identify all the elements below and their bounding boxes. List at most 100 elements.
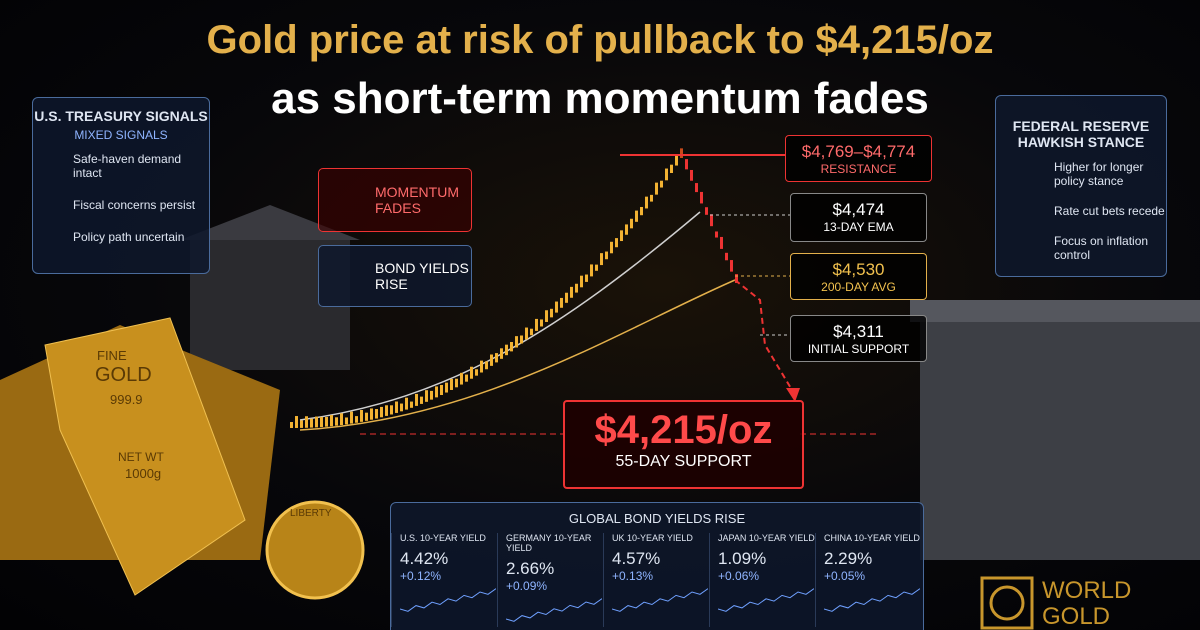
candle: [575, 283, 578, 293]
bond-panel: GLOBAL BOND YIELDS RISE U.S. 10-YEAR YIE…: [390, 502, 924, 630]
candle: [300, 420, 303, 428]
sparkline-path: [505, 598, 603, 622]
treasury-panel: U.S. TREASURY SIGNALS MIXED SIGNALS Safe…: [32, 97, 210, 274]
yield-cell: CHINA 10-YEAR YIELD 2.29% +0.05%: [815, 533, 928, 627]
candle: [675, 154, 678, 166]
candle: [310, 418, 313, 428]
candle: [460, 372, 463, 385]
target-box: $4,215/oz 55-DAY SUPPORT: [563, 400, 804, 489]
yield-cell: UK 10-YEAR YIELD 4.57% +0.13%: [603, 533, 716, 627]
level-price: $4,769–$4,774: [801, 142, 916, 161]
yield-value: 1.09%: [718, 549, 767, 568]
yield-name: GERMANY 10-YEAR YIELD: [506, 533, 592, 553]
yield-value: 2.29%: [824, 549, 873, 568]
candle: [630, 218, 633, 229]
ema-line: [299, 211, 701, 421]
panel-title: FEDERAL RESERVE: [1012, 118, 1150, 134]
target-price: $4,215/oz: [594, 408, 773, 452]
logo-word: GOLD: [1042, 603, 1111, 630]
gold-bar: [44, 317, 246, 596]
fed-roof: [910, 300, 1200, 322]
level-label: 13-DAY EMA: [823, 220, 894, 234]
candle: [450, 378, 453, 390]
candle: [510, 341, 513, 352]
candle: [665, 168, 668, 181]
level-label: 200-DAY AVG: [821, 280, 896, 294]
yield-cell: JAPAN 10-YEAR YIELD 1.09% +0.06%: [709, 533, 822, 627]
candle: [335, 417, 338, 426]
candle: [365, 412, 368, 421]
panel-subtitle: MIXED SIGNALS: [74, 128, 168, 142]
candle: [425, 390, 428, 402]
level-label: RESISTANCE: [820, 162, 897, 176]
candle: [735, 274, 738, 283]
candle: [580, 275, 583, 288]
level-label: INITIAL SUPPORT: [807, 342, 910, 356]
candle: [505, 344, 508, 356]
coin: [265, 500, 365, 600]
candle: [395, 401, 398, 413]
signal: Policy path uncertain: [73, 230, 185, 244]
candle: [465, 374, 468, 382]
candle: [305, 416, 308, 428]
candle: [720, 236, 723, 249]
candle: [440, 384, 443, 396]
candle: [390, 405, 393, 415]
candle: [485, 361, 488, 370]
background-art: [0, 205, 1200, 630]
candle: [730, 260, 733, 272]
bar-text: 999.9: [110, 392, 143, 407]
level-price: $4,530: [832, 260, 885, 279]
candle: [535, 318, 538, 331]
candle: [420, 396, 423, 404]
candle: [350, 411, 353, 424]
candle: [435, 386, 438, 398]
pediment: [180, 205, 360, 240]
candle: [555, 301, 558, 313]
yield-change: +0.09%: [506, 579, 548, 593]
sparkline-path: [399, 588, 497, 612]
sparkline: [823, 588, 921, 612]
coin-text: LIBERTY: [290, 508, 332, 519]
candle: [405, 397, 408, 410]
candle: [570, 286, 573, 298]
yield-name: U.S. 10-YEAR YIELD: [400, 533, 486, 543]
candle: [585, 274, 588, 282]
candle: [590, 264, 593, 277]
yield-cell: GERMANY 10-YEAR YIELD 2.66% +0.09%: [497, 533, 610, 627]
candle: [385, 405, 388, 416]
sparkline-path: [611, 588, 709, 612]
yield-value: 4.57%: [612, 549, 661, 568]
fed-panel: FEDERAL RESERVE HAWKISH STANCE Higher fo…: [995, 95, 1167, 277]
sparkline: [717, 588, 815, 612]
yields-badge: BOND YIELDS RISE: [318, 245, 472, 307]
level-box: $4,769–$4,774 RESISTANCE: [785, 135, 932, 182]
candle: [620, 230, 623, 242]
logo-text: WORLD GOLD: [1042, 578, 1131, 630]
candle: [500, 348, 503, 359]
candle: [330, 415, 333, 427]
candle: [400, 403, 403, 412]
yield-change: +0.05%: [824, 569, 866, 583]
candle: [700, 191, 703, 204]
candle: [515, 336, 518, 348]
sparkline: [399, 588, 497, 612]
candle: [410, 401, 413, 408]
candle: [325, 416, 328, 427]
candle: [295, 416, 298, 428]
candle: [650, 194, 653, 202]
candle: [360, 409, 363, 422]
level-price: $4,311: [833, 322, 884, 341]
candle: [455, 378, 458, 388]
candle: [725, 252, 728, 261]
level-box: $4,474 13-DAY EMA: [790, 193, 927, 242]
logo-ring: [989, 585, 1025, 621]
momentum-badge: MOMENTUM FADES: [318, 168, 472, 232]
candle: [520, 335, 523, 344]
candle: [565, 292, 568, 303]
average-line: [299, 279, 736, 431]
candle: [545, 310, 548, 322]
candle: [640, 206, 643, 216]
level-box: $4,311 INITIAL SUPPORT: [790, 315, 927, 362]
candle: [470, 366, 473, 379]
